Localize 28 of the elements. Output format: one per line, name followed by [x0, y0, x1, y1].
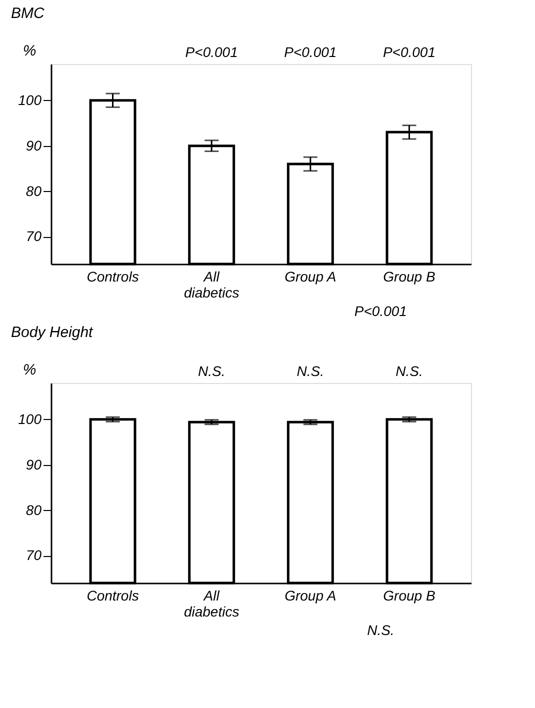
- text: N.S.: [296, 363, 324, 379]
- y-tick-label: 100: [18, 92, 42, 108]
- text: N.S.: [367, 622, 394, 638]
- chart-title: BMC: [11, 5, 44, 22]
- y-tick-label: 70: [26, 228, 42, 244]
- x-tick-label: Group B: [383, 268, 436, 284]
- x-tick-label: Controls: [86, 588, 139, 604]
- x-tick-label: Group A: [284, 588, 336, 604]
- y-tick-label: 80: [26, 182, 42, 199]
- y-tick-label: 70: [26, 547, 42, 564]
- text: N.S.: [198, 363, 226, 379]
- text: P<0.001: [284, 44, 337, 60]
- text: P<0.001: [185, 44, 238, 60]
- y-axis-title: %: [22, 42, 36, 60]
- x-tick-label: All diabetics: [184, 588, 240, 620]
- text: P<0.001: [382, 44, 436, 60]
- x-tick-label: All diabetics: [184, 268, 240, 300]
- y-axis-title: %: [22, 362, 36, 378]
- y-tick-label: 90: [26, 137, 42, 154]
- y-tick-label: 90: [26, 456, 42, 472]
- y-tick-label: 80: [26, 502, 42, 518]
- text: N.S.: [396, 363, 423, 379]
- x-tick-label: Group B: [383, 588, 436, 604]
- y-tick-label: 100: [18, 410, 42, 427]
- x-tick-label: Controls: [86, 268, 139, 284]
- text: P<0.001: [354, 303, 407, 319]
- chart-title: Body Height: [11, 324, 94, 341]
- x-tick-label: Group A: [284, 268, 336, 284]
